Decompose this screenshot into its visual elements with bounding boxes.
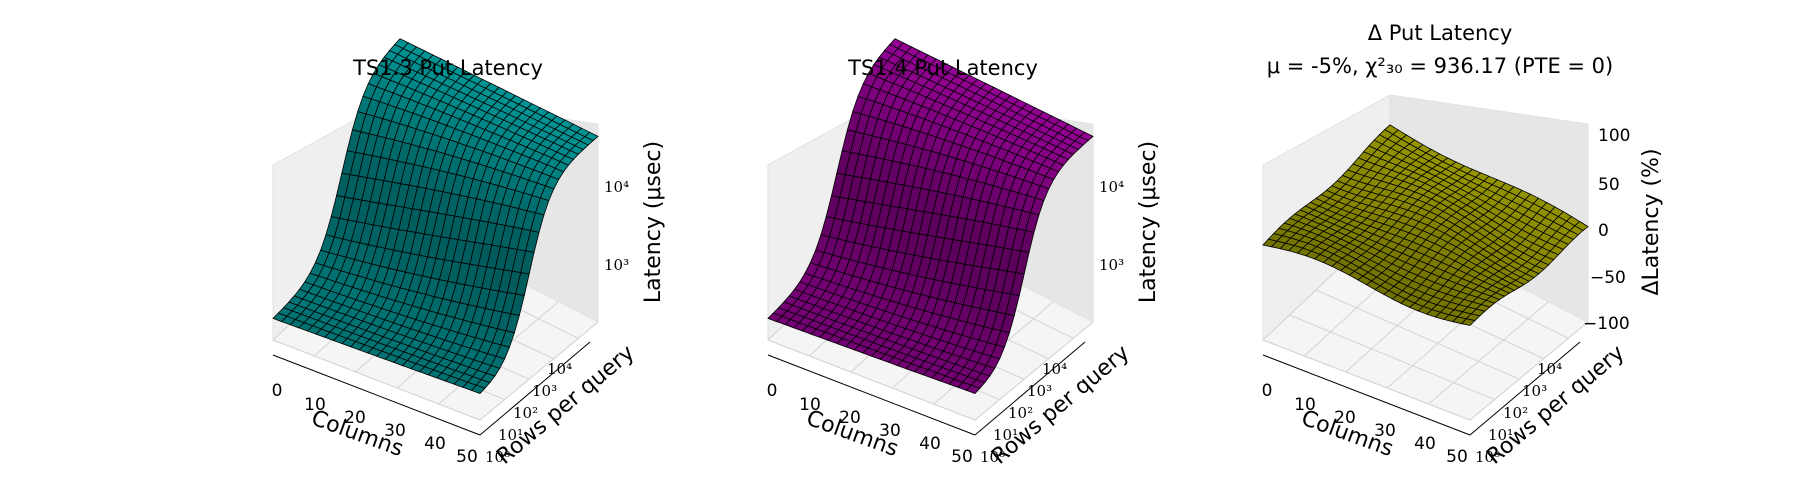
panel-delta: 0 10 20 30 40 50 10⁰ 10¹ 10² 10³ 10⁴ 100… bbox=[1262, 21, 1664, 470]
y-tick-label: 10² bbox=[1008, 404, 1033, 422]
y-axis-line bbox=[974, 341, 1086, 436]
x-tick-label: 10 bbox=[1294, 395, 1316, 415]
x-ticks: 0 10 20 30 40 50 bbox=[767, 381, 973, 467]
z-tick-label: 10⁴ bbox=[604, 178, 629, 196]
surface-ts14 bbox=[767, 38, 1094, 394]
y-tick-label: 10¹ bbox=[993, 426, 1018, 444]
y-axis-line bbox=[1469, 341, 1581, 436]
y-tick-label: 10² bbox=[1503, 404, 1528, 422]
x-tick-label: 30 bbox=[1374, 421, 1396, 441]
axis-lines bbox=[1262, 341, 1581, 436]
panel-ts14: 0 10 20 30 40 50 10⁰ 10¹ 10² 10³ 10⁴ 10³… bbox=[767, 38, 1161, 470]
panel-subtitle: μ = -5%, χ²₃₀ = 936.17 (PTE = 0) bbox=[1267, 54, 1614, 78]
gridline bbox=[767, 339, 976, 421]
x-tick-label: 30 bbox=[879, 421, 901, 441]
y-tick-label: 10³ bbox=[1522, 382, 1547, 400]
z-tick-label: 50 bbox=[1598, 175, 1620, 195]
y-tick-label: 10⁰ bbox=[1475, 448, 1500, 466]
surface-patch bbox=[470, 384, 486, 394]
y-tick-label: 10⁰ bbox=[980, 448, 1005, 466]
x-ticks: 0 10 20 30 40 50 bbox=[272, 381, 478, 467]
z-ticks: 10³ 10⁴ bbox=[604, 178, 629, 274]
z-tick-label: −50 bbox=[1590, 268, 1626, 288]
x-tick-label: 50 bbox=[456, 447, 478, 467]
z-ticks: 10³ 10⁴ bbox=[1099, 178, 1124, 274]
z-axis-label: Latency (μsec) bbox=[1136, 141, 1161, 303]
y-tick-label: 10¹ bbox=[1488, 426, 1513, 444]
y-tick-label: 10⁴ bbox=[1537, 360, 1562, 378]
z-ticks: 100 50 0 −50 −100 bbox=[1583, 126, 1630, 334]
y-ticks: 10⁰ 10¹ 10² 10³ 10⁴ bbox=[485, 360, 572, 466]
y-tick-label: 10¹ bbox=[498, 426, 523, 444]
axis-lines bbox=[272, 341, 591, 436]
x-tick-label: 0 bbox=[767, 381, 778, 401]
z-tick-label: 10³ bbox=[604, 256, 629, 274]
x-axis-line bbox=[767, 354, 976, 436]
y-tick-label: 10³ bbox=[1027, 382, 1052, 400]
surface-ts13 bbox=[272, 38, 599, 394]
x-tick-label: 20 bbox=[344, 408, 366, 428]
y-tick-label: 10⁴ bbox=[547, 360, 572, 378]
x-axis-line bbox=[272, 354, 481, 436]
x-tick-label: 10 bbox=[799, 395, 821, 415]
panel-title: Δ Put Latency bbox=[1368, 21, 1513, 45]
z-tick-label: −100 bbox=[1583, 314, 1630, 334]
axis-lines bbox=[767, 341, 1086, 436]
y-tick-label: 10³ bbox=[532, 382, 557, 400]
x-tick-label: 40 bbox=[424, 434, 446, 454]
x-tick-label: 0 bbox=[272, 381, 283, 401]
z-axis-label: ΔLatency (%) bbox=[1639, 148, 1664, 295]
z-axis-label: Latency (μsec) bbox=[641, 141, 666, 303]
x-tick-label: 10 bbox=[304, 395, 326, 415]
surface-patch bbox=[1460, 318, 1476, 326]
x-tick-label: 20 bbox=[1334, 408, 1356, 428]
y-tick-label: 10² bbox=[513, 404, 538, 422]
x-tick-label: 30 bbox=[384, 421, 406, 441]
x-tick-label: 50 bbox=[1446, 447, 1468, 467]
x-tick-label: 40 bbox=[919, 434, 941, 454]
surface-patch bbox=[965, 384, 981, 394]
x-tick-label: 40 bbox=[1414, 434, 1436, 454]
z-tick-label: 10³ bbox=[1099, 256, 1124, 274]
gridline bbox=[1262, 339, 1471, 421]
x-tick-label: 50 bbox=[951, 447, 973, 467]
panel-title: TS1.4 Put Latency bbox=[847, 56, 1038, 80]
y-ticks: 10⁰ 10¹ 10² 10³ 10⁴ bbox=[1475, 360, 1562, 466]
y-axis-line bbox=[479, 341, 591, 436]
y-tick-label: 10⁴ bbox=[1042, 360, 1067, 378]
z-tick-label: 100 bbox=[1598, 126, 1630, 146]
x-ticks: 0 10 20 30 40 50 bbox=[1262, 381, 1468, 467]
x-axis-line bbox=[1262, 354, 1471, 436]
x-tick-label: 20 bbox=[839, 408, 861, 428]
gridline bbox=[272, 339, 481, 421]
z-tick-label: 0 bbox=[1598, 221, 1609, 241]
y-ticks: 10⁰ 10¹ 10² 10³ 10⁴ bbox=[980, 360, 1067, 466]
panel-title: TS1.3 Put Latency bbox=[352, 56, 543, 80]
gridline bbox=[1289, 314, 1495, 401]
y-tick-label: 10⁰ bbox=[485, 448, 510, 466]
x-tick-label: 0 bbox=[1262, 381, 1273, 401]
surface-delta bbox=[1262, 124, 1589, 326]
gridline bbox=[1315, 289, 1520, 380]
panel-ts13: 0 10 20 30 40 50 10⁰ 10¹ 10² 10³ 10⁴ 10³… bbox=[272, 38, 666, 470]
z-tick-label: 10⁴ bbox=[1099, 178, 1124, 196]
